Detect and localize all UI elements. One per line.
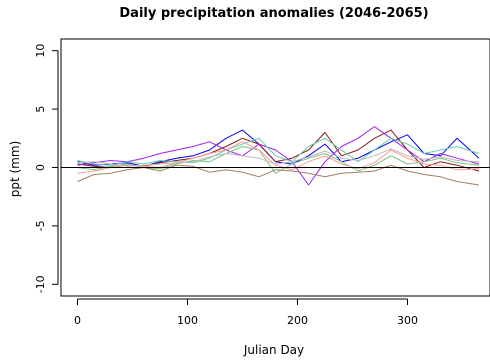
y-tick-label: -10 [34,275,47,293]
series-line-8 [77,148,480,167]
y-axis-label: ppt (mm) [8,141,22,198]
y-tick-label: 10 [34,44,47,58]
series-line-3 [77,126,480,186]
series-line-6 [77,141,480,174]
x-axis-label: Julian Day [243,343,304,357]
x-tick-label: 300 [397,314,418,327]
y-tick-label: 0 [34,164,47,171]
y-axis: -10 -5 0 5 10 [34,44,59,293]
x-tick-label: 200 [287,314,308,327]
x-tick-label: 0 [74,314,81,327]
x-axis: 0 100 200 300 [74,298,418,327]
series-line-7 [77,164,480,186]
series-line-4 [77,137,480,166]
y-tick-label: 5 [34,106,47,113]
series-layer [77,126,480,186]
x-tick-label: 100 [177,314,198,327]
chart-title: Daily precipitation anomalies (2046-2065… [119,6,428,21]
y-tick-label: -5 [34,220,47,231]
